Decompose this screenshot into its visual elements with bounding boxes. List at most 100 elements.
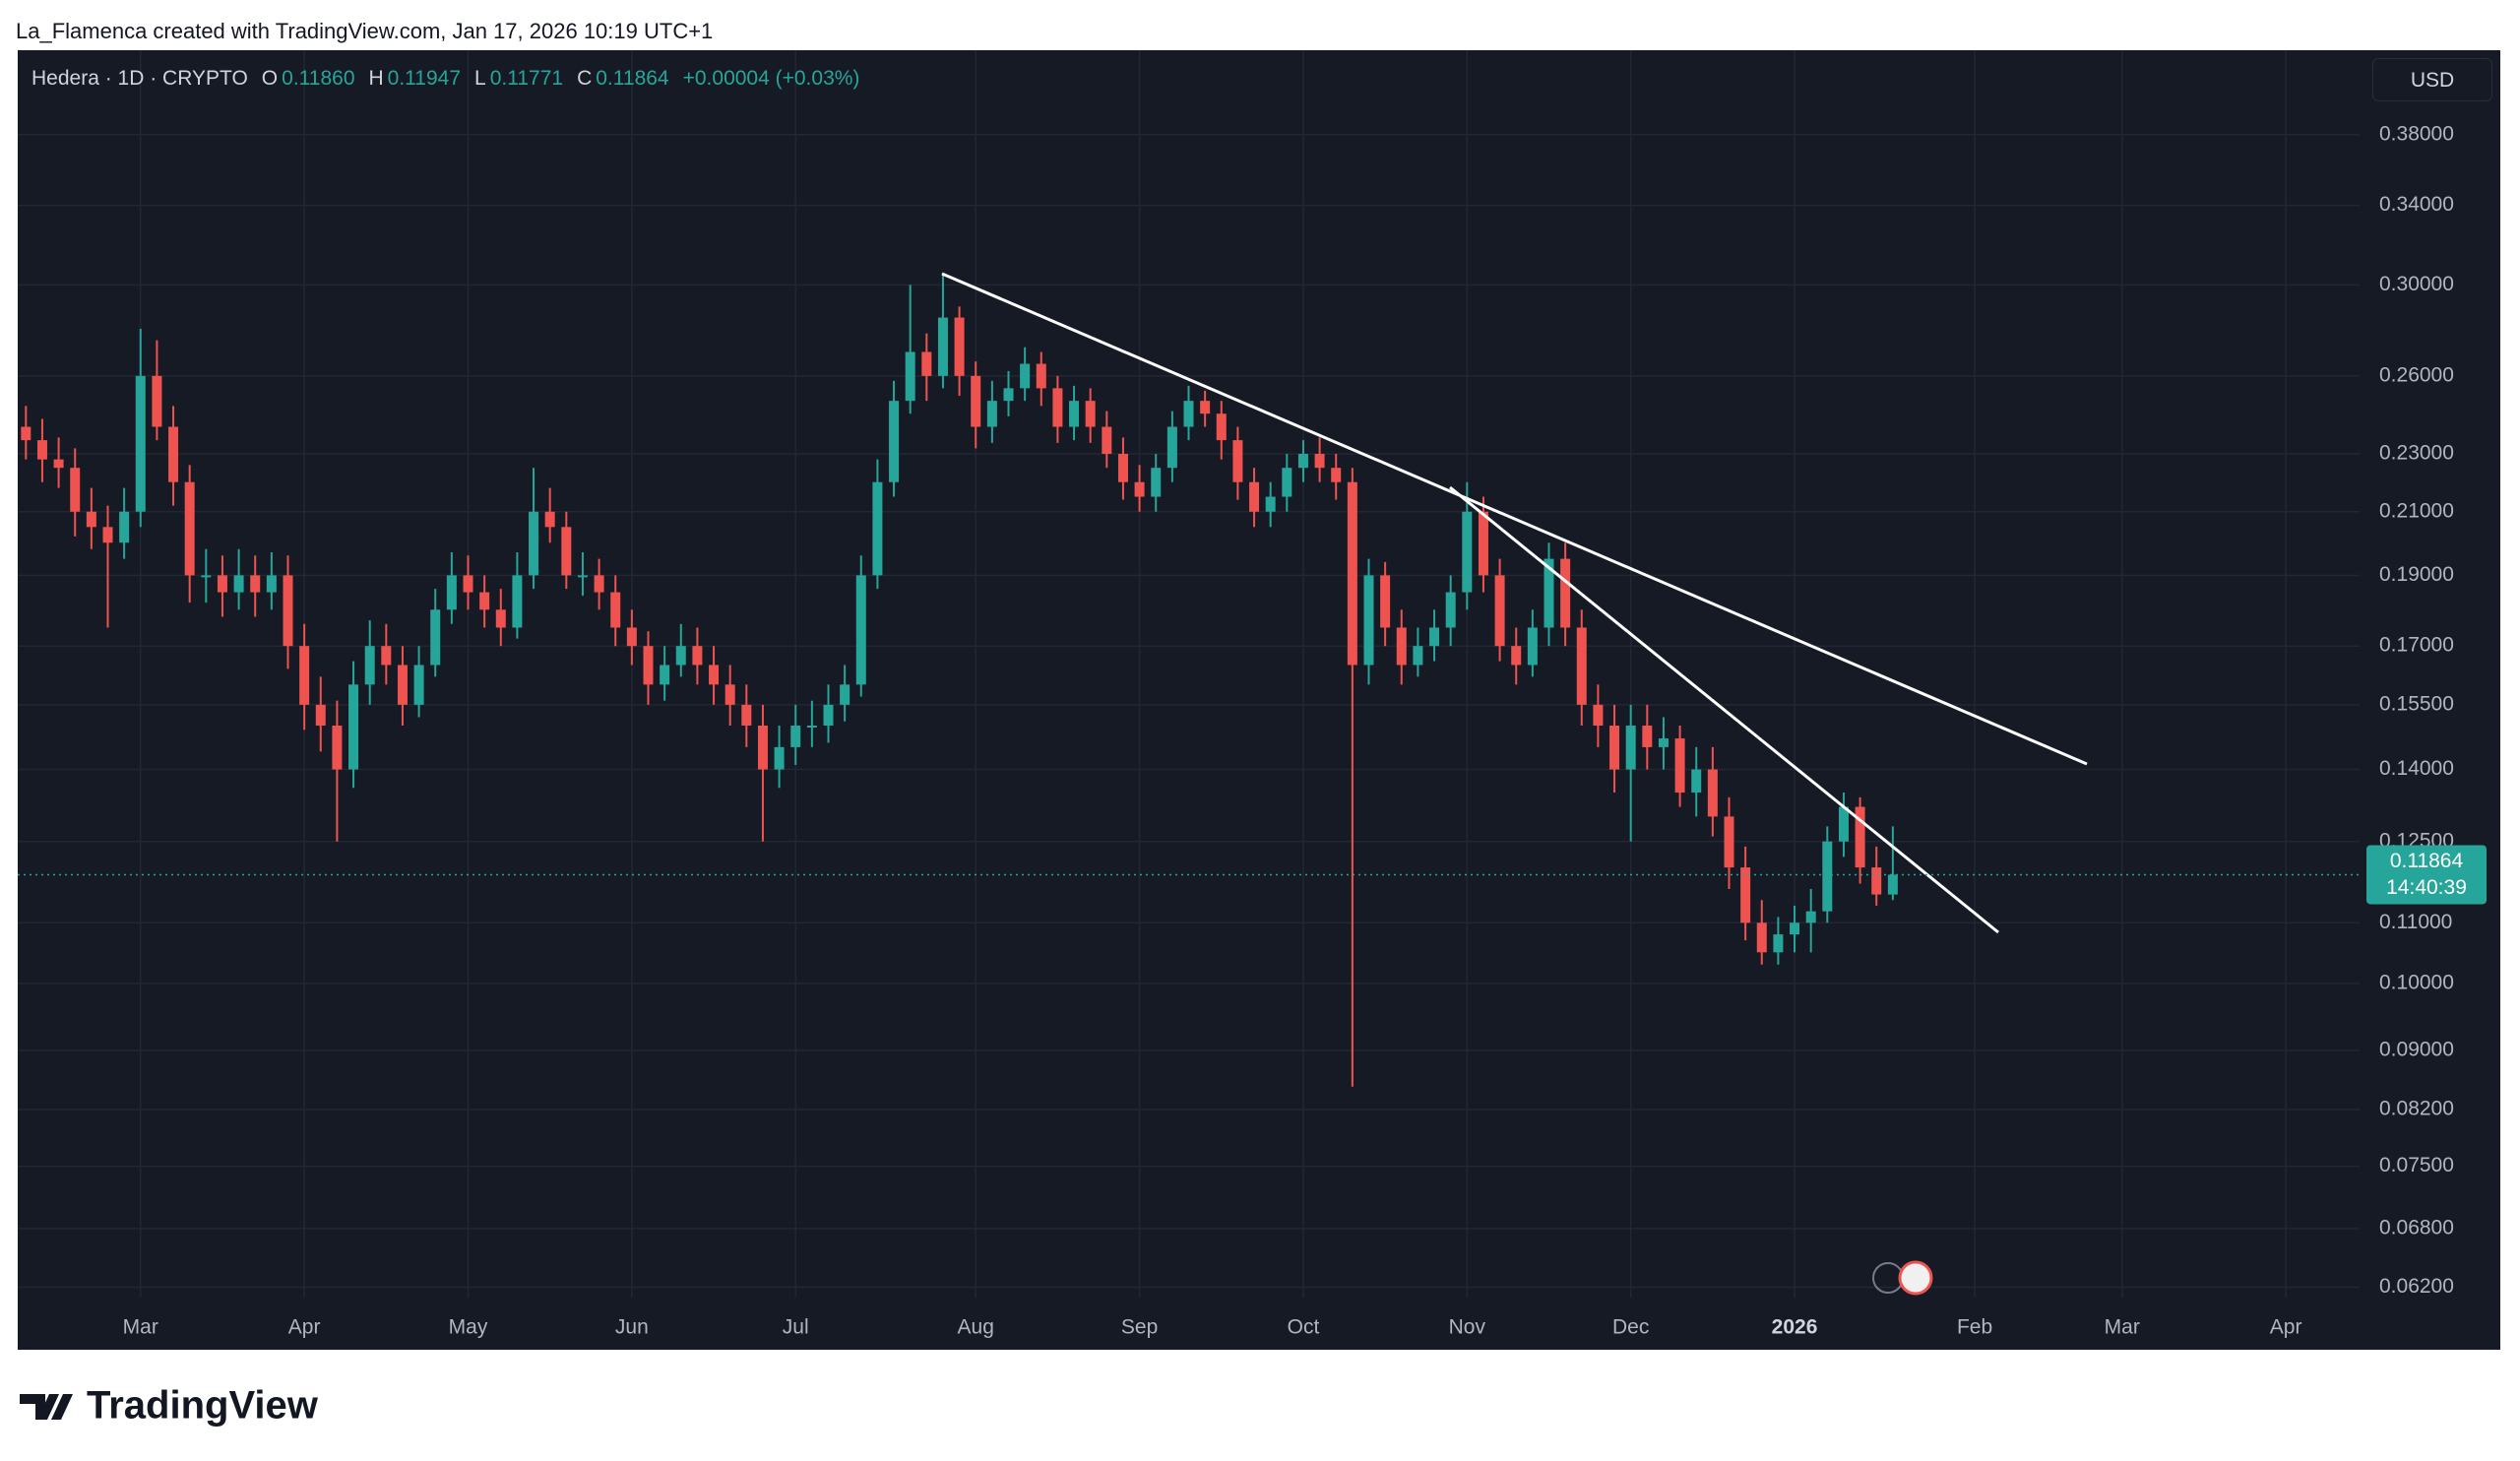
trendline	[941, 272, 2088, 766]
legend-label: O	[261, 67, 279, 90]
candle-body	[1052, 388, 1063, 427]
candle-body	[1822, 841, 1833, 912]
candle-body	[1216, 413, 1227, 441]
candle-body	[741, 704, 752, 727]
candle-body	[1511, 646, 1522, 666]
candle-body	[594, 575, 604, 593]
candle-body	[463, 575, 473, 593]
legend-value: 0.11864	[596, 67, 669, 90]
candle-body	[1658, 738, 1669, 747]
legend-value: 0.11860	[282, 67, 355, 90]
y-tick-label: 0.38000	[2379, 122, 2454, 145]
candle-body	[790, 726, 801, 747]
candle-body	[561, 527, 572, 576]
candle-body	[1151, 468, 1162, 497]
event-icon[interactable]	[1898, 1260, 1933, 1296]
candle-body	[135, 375, 146, 512]
candle-body	[872, 481, 883, 576]
candle-body	[921, 351, 932, 376]
candle-body	[626, 627, 637, 647]
y-tick-label: 0.26000	[2379, 363, 2454, 386]
candle-body	[86, 511, 96, 528]
candle-body	[1576, 627, 1587, 705]
candle-body	[1871, 867, 1882, 895]
legend-value: 0.11947	[387, 67, 462, 90]
candle-body	[1625, 726, 1636, 770]
grid	[18, 50, 2360, 1298]
candle-body	[397, 665, 408, 705]
candle-body	[954, 317, 965, 376]
y-tick-label: 0.21000	[2379, 499, 2454, 522]
currency-button[interactable]: USD	[2372, 58, 2492, 101]
candles	[21, 274, 1898, 1087]
y-tick-label: 0.30000	[2379, 273, 2454, 295]
candle-body	[1200, 401, 1211, 414]
last-price-label: 0.11864	[2390, 850, 2464, 872]
candle-body	[774, 746, 785, 770]
candle-body	[1478, 511, 1488, 576]
candle-body	[512, 575, 523, 628]
candle-body	[1020, 363, 1031, 389]
candle-body	[364, 646, 375, 685]
candle-body	[544, 511, 555, 528]
candle-body	[1413, 646, 1423, 666]
candle-body	[1117, 454, 1128, 482]
legend-value: 0.11771	[489, 67, 564, 90]
candle-body	[381, 646, 392, 666]
candle-body	[1331, 468, 1342, 482]
candle-body	[1232, 440, 1243, 482]
candle-body	[1069, 401, 1080, 427]
candle-body	[348, 684, 359, 770]
candle-body	[1003, 388, 1014, 402]
candle-body	[986, 401, 997, 427]
y-tick-label: 0.10000	[2379, 971, 2454, 993]
x-tick-label: Feb	[1957, 1316, 1992, 1339]
candle-body	[889, 401, 900, 482]
candle-body	[36, 440, 47, 460]
candle-body	[168, 426, 179, 482]
candle-body	[757, 726, 768, 770]
candle-body	[1707, 769, 1718, 817]
candle-body	[413, 665, 424, 705]
candle-body	[1724, 816, 1734, 868]
candle-body	[806, 726, 817, 729]
candle-body	[1396, 627, 1407, 666]
candle-body	[724, 684, 735, 705]
x-tick-label: Oct	[1288, 1316, 1320, 1339]
y-tick-label: 0.09000	[2379, 1038, 2454, 1060]
y-tick-label: 0.19000	[2379, 563, 2454, 586]
candle-body	[201, 575, 212, 578]
chart-background	[18, 50, 2500, 1350]
candle-body	[1494, 575, 1505, 647]
candle-body	[692, 646, 703, 666]
candle-body	[102, 527, 113, 543]
y-tick-label: 0.34000	[2379, 193, 2454, 216]
candle-body	[53, 459, 64, 469]
x-tick-label: 2026	[1772, 1316, 1818, 1339]
x-tick-label: Jun	[615, 1316, 649, 1339]
candle-body	[1674, 738, 1685, 794]
y-tick-label: 0.23000	[2379, 442, 2454, 465]
candle-body	[1363, 575, 1374, 666]
candle-body	[855, 575, 866, 685]
candle-body	[610, 592, 621, 628]
x-tick-label: Apr	[288, 1316, 321, 1339]
candle-body	[1249, 481, 1260, 512]
candle-body	[1445, 592, 1456, 628]
candle-body	[1380, 575, 1391, 628]
candle-body	[1429, 627, 1440, 647]
candle-body	[1265, 496, 1276, 512]
candle-body	[905, 351, 915, 402]
candle-body	[577, 575, 588, 578]
x-tick-label: Jul	[783, 1316, 809, 1339]
candle-body	[643, 646, 654, 685]
candle-body	[1347, 481, 1357, 666]
x-tick-label: Mar	[123, 1316, 158, 1339]
candle-body	[937, 317, 948, 376]
candle-body	[332, 726, 343, 770]
candle-body	[529, 511, 539, 576]
candle-body	[1593, 704, 1604, 727]
candle-body	[479, 592, 490, 610]
candle-body	[709, 665, 720, 685]
